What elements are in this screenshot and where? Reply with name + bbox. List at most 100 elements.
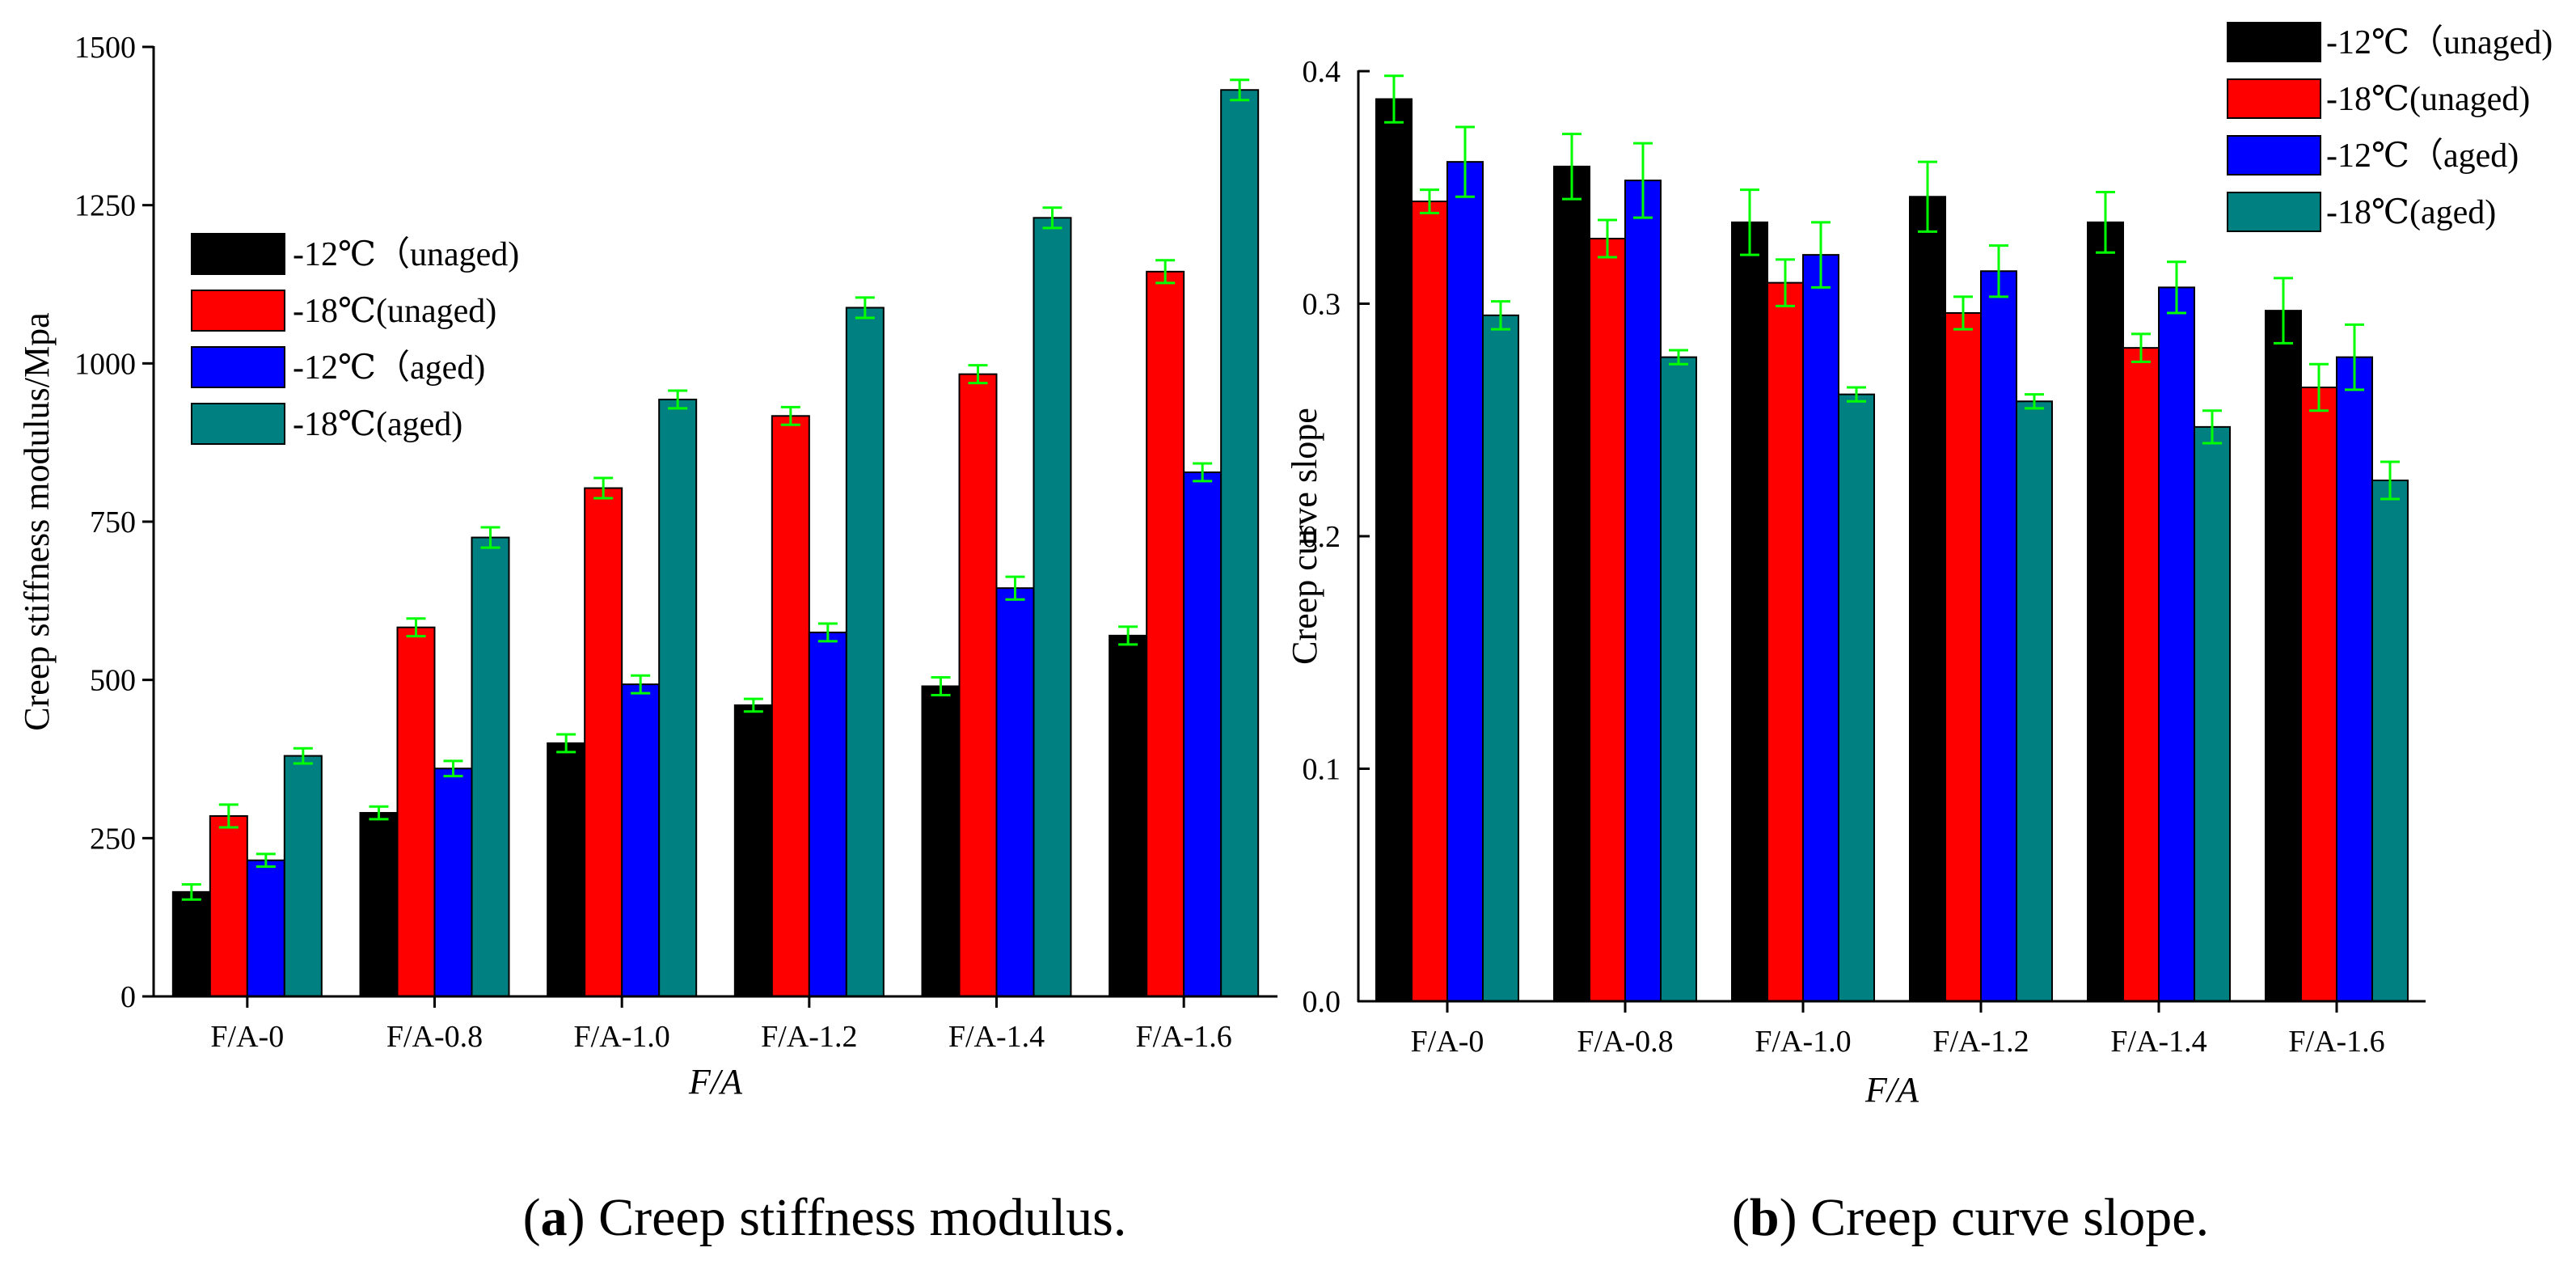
bar — [1660, 356, 1697, 1002]
bar — [771, 415, 810, 997]
y-tick-label: 0.2 — [1303, 520, 1341, 554]
bar — [658, 398, 698, 998]
legend-label: -18℃(aged) — [293, 406, 462, 443]
x-tick-label: F/A-1.6 — [2288, 1025, 2384, 1059]
bar — [995, 587, 1035, 997]
bar — [1482, 314, 1519, 1002]
bar — [2016, 400, 2053, 1002]
legend: -12℃（unaged) -18℃(unaged) -12℃（aged) -18℃(a… — [191, 233, 519, 445]
bar — [433, 768, 473, 997]
bar — [1589, 238, 1626, 1002]
bar — [359, 812, 399, 997]
bar — [1802, 254, 1839, 1002]
bar — [547, 742, 586, 998]
legend-label: -18℃(unaged) — [293, 293, 496, 330]
legend-swatch — [2227, 192, 2321, 232]
caption-b-text: Creep curve slope. — [1797, 1188, 2209, 1247]
bar — [921, 685, 961, 997]
y-tick-label: 500 — [90, 664, 136, 698]
bar — [2122, 347, 2160, 1002]
y-tick-label: 0.0 — [1303, 985, 1341, 1019]
y-tick-label: 1250 — [74, 189, 136, 223]
bar — [283, 755, 323, 997]
bar — [808, 631, 847, 997]
legend-label: -12℃（unaged) — [2326, 24, 2553, 61]
bar — [1731, 221, 1768, 1002]
bar — [845, 307, 885, 997]
bar — [1411, 201, 1448, 1002]
bar — [246, 859, 285, 998]
legend: -12℃（unaged) -18℃(unaged) -12℃（aged) -18℃(a… — [2227, 22, 2553, 232]
bar — [209, 814, 248, 997]
bar — [584, 487, 623, 997]
legend-swatch — [2227, 135, 2321, 176]
legend-swatch — [191, 290, 285, 332]
x-tick-label: F/A-1.0 — [1755, 1025, 1851, 1059]
x-tick-label: F/A-0.8 — [1577, 1025, 1673, 1059]
x-tick-label: F/A-1.2 — [761, 1020, 857, 1054]
bar — [171, 890, 211, 997]
y-tick-label: 1500 — [74, 31, 136, 65]
bar — [1446, 161, 1484, 1002]
legend-swatch — [191, 233, 285, 275]
legend-label: -12℃（aged) — [2326, 137, 2519, 175]
legend-swatch — [2227, 22, 2321, 62]
x-tick-label: F/A-1.0 — [574, 1020, 670, 1054]
bar — [1553, 165, 1590, 1002]
bar — [2300, 387, 2337, 1002]
legend-swatch — [191, 346, 285, 388]
x-tick-label: F/A-1.6 — [1136, 1020, 1232, 1054]
caption-b-letter: b — [1750, 1188, 1780, 1247]
legend-label: -18℃(aged) — [2326, 194, 2496, 231]
legend-label: -12℃（aged) — [293, 349, 485, 387]
panel-a-creep-stiffness-chart: F/A-0 F/A-0.8 F/A-1.0 F/A-1.2 F/A-1.4 F/A-1.6… — [17, 31, 1277, 1102]
x-tick-label: F/A-0 — [1411, 1025, 1484, 1059]
y-tick-label: 0.1 — [1303, 753, 1341, 787]
legend-label: -18℃(unaged) — [2326, 81, 2530, 118]
bar — [1109, 634, 1148, 997]
bar — [1909, 196, 1946, 1002]
bar — [1375, 98, 1413, 1002]
y-tick-label: 0.4 — [1303, 55, 1341, 89]
caption-a: (a) Creep stiffness modulus. — [523, 1188, 1127, 1247]
bar — [1838, 393, 1875, 1002]
y-axis-label: Creep stiffness modulus/Mpa — [17, 312, 57, 730]
legend-swatch — [191, 403, 285, 445]
caption-b: (b) Creep curve slope. — [1732, 1188, 2209, 1247]
bar — [1033, 217, 1072, 997]
bar — [733, 704, 773, 997]
bar — [1945, 312, 1982, 1002]
bar — [621, 683, 661, 997]
bar — [2336, 356, 2373, 1002]
x-tick-label: F/A-0.8 — [386, 1020, 483, 1054]
bar — [1146, 270, 1185, 997]
y-tick-label: 750 — [90, 505, 136, 539]
bar — [2158, 286, 2195, 1002]
bar — [1183, 471, 1223, 997]
bar — [396, 626, 436, 997]
bar — [2371, 480, 2409, 1002]
y-axis-label: Creep curve slope — [1285, 408, 1324, 665]
bar — [1220, 89, 1260, 998]
bar — [1980, 270, 2017, 1002]
y-tick-label: 0.3 — [1303, 288, 1341, 322]
x-tick-label: F/A-1.2 — [1932, 1025, 2029, 1059]
bar — [2087, 221, 2124, 1002]
bar — [1624, 180, 1662, 1002]
x-tick-label: F/A-1.4 — [2110, 1025, 2206, 1059]
x-axis-label: F/A — [688, 1062, 743, 1102]
legend-swatch — [2227, 78, 2321, 119]
y-tick-label: 1000 — [74, 347, 136, 381]
bar — [2194, 425, 2231, 1002]
bar — [958, 373, 998, 997]
caption-a-letter: a — [541, 1188, 568, 1247]
bar — [2265, 310, 2302, 1002]
legend-label: -12℃（unaged) — [293, 236, 519, 273]
panel-b-creep-slope-chart: F/A-0 F/A-0.8 F/A-1.0 F/A-1.2 F/A-1.4 F/A-1.6… — [1285, 22, 2553, 1110]
y-tick-label: 0 — [120, 980, 136, 1014]
caption-a-text: Creep stiffness modulus. — [585, 1188, 1127, 1247]
x-tick-label: F/A-0 — [210, 1020, 284, 1054]
y-tick-label: 250 — [90, 822, 136, 856]
x-axis-label: F/A — [1864, 1070, 1919, 1110]
